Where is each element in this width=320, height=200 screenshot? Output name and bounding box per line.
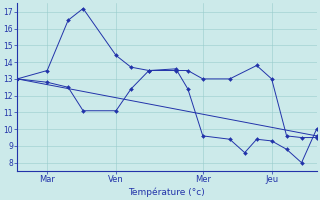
X-axis label: Température (°c): Température (°c) <box>129 187 205 197</box>
